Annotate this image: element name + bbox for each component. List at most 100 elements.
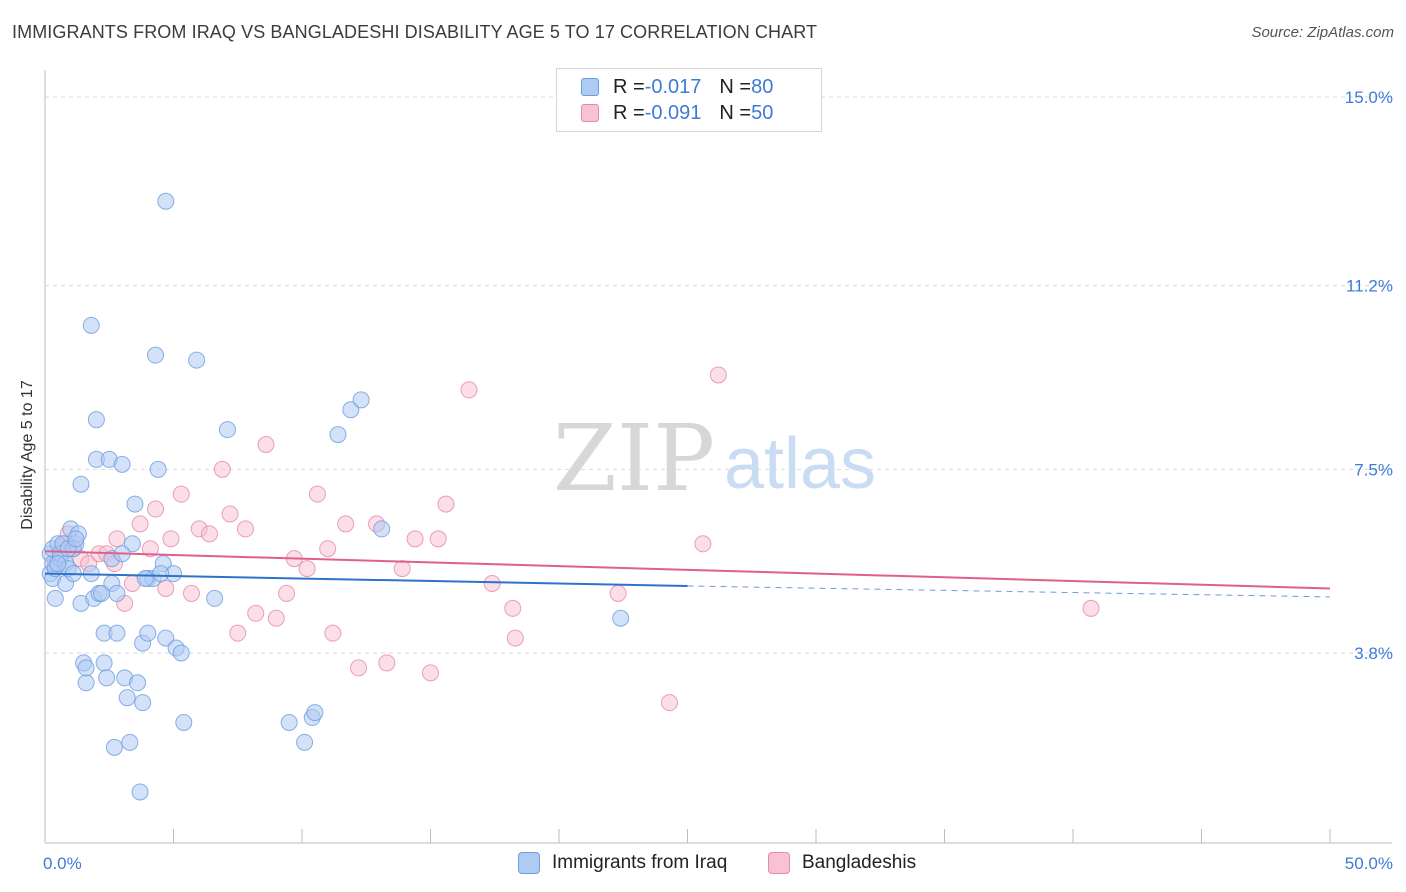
- iraq-point: [129, 674, 147, 692]
- iraq-point: [95, 654, 113, 672]
- iraq-point: [147, 346, 165, 364]
- bangladeshi-point: [337, 515, 355, 533]
- iraq-point: [329, 426, 347, 444]
- iraq-point: [172, 644, 190, 662]
- bangladeshi-point: [350, 659, 368, 677]
- iraq-point: [206, 589, 224, 607]
- iraq-point: [121, 733, 139, 751]
- bangladeshi-point: [319, 540, 337, 558]
- bangladeshi-point: [172, 485, 190, 503]
- iraq-point: [93, 584, 111, 602]
- legend-swatch-iraq: [581, 78, 599, 96]
- iraq-point: [280, 714, 298, 731]
- legend-swatch-bangladeshis: [768, 852, 790, 874]
- iraq-point: [77, 674, 95, 692]
- iraq-point: [175, 714, 193, 731]
- watermark: ZIP atlas: [553, 405, 876, 512]
- bangladeshi-point: [131, 515, 149, 533]
- iraq-point: [149, 460, 167, 478]
- legend-label-bangladeshis: Bangladeshis: [802, 852, 917, 873]
- bangladeshi-point: [506, 629, 524, 647]
- iraq-point: [123, 535, 141, 553]
- bangladeshi-point: [257, 436, 275, 453]
- bangladeshi-point: [504, 599, 522, 617]
- iraq-point: [152, 565, 170, 583]
- iraq-points: [41, 192, 630, 801]
- y-tick-label: 7.5%: [1354, 460, 1393, 479]
- legend-swatch-bangladeshis: [581, 104, 599, 122]
- bangladeshi-point: [393, 560, 411, 578]
- iraq-point: [118, 689, 136, 707]
- chart-title: IMMIGRANTS FROM IRAQ VS BANGLADESHI DISA…: [12, 22, 818, 42]
- y-axis-title: Disability Age 5 to 17: [19, 380, 36, 530]
- stats-legend: R = -0.017 N = 80 R = -0.091 N = 50: [556, 68, 822, 132]
- iraq-point: [87, 411, 105, 429]
- legend-r-label: R =: [613, 75, 645, 98]
- bangladeshi-point: [162, 530, 180, 548]
- bangladeshi-point: [460, 381, 478, 399]
- x-tick-label: 50.0%: [1345, 854, 1393, 873]
- iraq-point: [67, 530, 85, 548]
- iraq-trend-line: [44, 572, 688, 587]
- legend-n-label: N =: [719, 75, 752, 98]
- iraq-point: [98, 669, 116, 687]
- iraq-point: [108, 584, 126, 602]
- iraq-point: [105, 738, 123, 756]
- iraq-trend-extension: [687, 585, 1331, 598]
- bangladeshi-point: [437, 495, 455, 513]
- iraq-point: [136, 570, 154, 588]
- bangladeshis-points: [46, 366, 1100, 712]
- watermark-zip: ZIP: [553, 405, 715, 512]
- bangladeshi-point: [694, 535, 712, 553]
- iraq-point: [306, 704, 324, 722]
- iraq-point: [296, 733, 314, 751]
- iraq-point: [218, 421, 236, 439]
- iraq-point: [126, 495, 144, 513]
- bangladeshi-point: [422, 664, 439, 682]
- iraq-point: [157, 192, 175, 210]
- iraq-point: [352, 391, 370, 409]
- legend-label-iraq: Immigrants from Iraq: [552, 852, 728, 873]
- axes: [44, 70, 1392, 844]
- legend-item-bangladeshis: Bangladeshis: [768, 852, 916, 874]
- bangladeshi-point: [108, 530, 126, 548]
- bangladeshi-point: [221, 505, 239, 523]
- bangladeshi-point: [157, 579, 175, 597]
- iraq-point: [49, 555, 67, 573]
- iraq-point: [113, 455, 131, 473]
- y-tick-label: 11.2%: [1346, 277, 1393, 296]
- iraq-point: [72, 475, 90, 493]
- x-tick-labels: 0.0% 50.0%: [43, 854, 1393, 873]
- legend-row-iraq: R = -0.017 N = 80: [581, 75, 773, 99]
- bangladeshi-point: [709, 366, 727, 384]
- bangladeshi-point: [429, 530, 447, 548]
- bangladeshi-point: [147, 500, 165, 518]
- y-tick-label: 15.0%: [1345, 88, 1393, 107]
- iraq-point: [157, 629, 175, 647]
- bangladeshi-trend-line: [44, 550, 1331, 590]
- bangladeshi-point: [236, 520, 254, 538]
- watermark-atlas: atlas: [724, 424, 876, 504]
- bangladeshi-point: [267, 609, 285, 627]
- bangladeshi-point: [1082, 599, 1100, 617]
- iraq-point: [139, 624, 157, 642]
- bangladeshi-point: [247, 604, 265, 622]
- bangladeshi-point: [200, 525, 218, 543]
- bangladeshi-point: [182, 584, 200, 602]
- legend-n-label: N =: [719, 101, 752, 124]
- bangladeshi-point: [324, 624, 342, 642]
- legend-n-value: 50: [751, 101, 774, 124]
- iraq-point: [373, 520, 391, 538]
- bangladeshi-point: [298, 560, 316, 578]
- iraq-point: [82, 316, 100, 334]
- iraq-point: [612, 609, 630, 627]
- x-tick-label: 0.0%: [43, 854, 82, 873]
- y-tick-label: 3.8%: [1354, 644, 1393, 663]
- trend-lines: [44, 550, 1331, 598]
- source-credit: Source: ZipAtlas.com: [1251, 24, 1394, 41]
- legend-r-label: R =: [613, 101, 645, 124]
- bangladeshi-point: [406, 530, 424, 548]
- legend-r-value: -0.017: [644, 75, 702, 98]
- iraq-point: [134, 694, 152, 712]
